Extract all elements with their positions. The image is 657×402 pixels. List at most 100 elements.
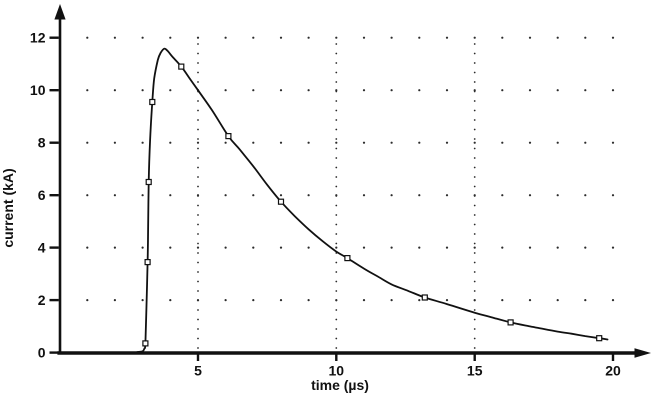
grid-dot	[390, 36, 393, 39]
grid-dot	[501, 194, 504, 197]
grid-dot	[224, 194, 227, 197]
gridline-dot	[473, 223, 476, 226]
grid-dot	[279, 194, 283, 197]
gridline-dot	[197, 52, 199, 55]
gridline-dot	[335, 290, 338, 292]
gridline-dot	[197, 100, 199, 102]
grid-dot	[279, 246, 283, 249]
grid-dot	[362, 141, 366, 144]
grid-dot	[445, 36, 449, 39]
grid-dot	[169, 246, 172, 249]
gridline-dot	[473, 328, 476, 330]
grid-dot	[141, 299, 144, 302]
gridline-dot	[473, 195, 476, 197]
gridline-dot	[335, 223, 338, 226]
gridline-dot	[473, 90, 476, 93]
grid-dot	[113, 246, 116, 249]
grid-dot	[584, 194, 587, 197]
grid-dot	[362, 89, 366, 92]
grid-dot	[141, 246, 144, 249]
x-tick-label: 15	[467, 363, 483, 379]
gridline-dot	[473, 147, 476, 150]
grid-dot	[169, 89, 172, 92]
grid-dot	[473, 89, 476, 92]
gridline-dot	[473, 261, 476, 264]
grid-dot	[335, 89, 338, 92]
grid-dot	[224, 299, 227, 302]
gridline-dot	[335, 157, 338, 159]
grid-dot	[252, 141, 255, 144]
gridline-dot	[197, 157, 199, 159]
gridline-dot	[473, 280, 476, 283]
gridline-dot	[473, 233, 476, 235]
gridline-dot	[197, 81, 199, 83]
gridline-dot	[197, 109, 199, 112]
gridline-dot	[335, 166, 338, 169]
gridline-dot	[473, 81, 476, 83]
gridline-dot	[335, 71, 338, 74]
grid-dot	[252, 246, 255, 249]
grid-dot	[141, 194, 144, 197]
grid-dot	[501, 36, 504, 39]
grid-dot	[584, 299, 587, 302]
grid-dot	[528, 246, 532, 249]
gridline-dot	[473, 71, 476, 74]
gridline-dot	[473, 43, 476, 45]
y-tick-label: 12	[30, 30, 46, 46]
gridline-dot	[197, 43, 199, 45]
grid-dot	[528, 194, 532, 197]
grid-dot	[362, 299, 366, 302]
grid-dot	[252, 299, 255, 302]
gridline-dot	[473, 62, 476, 64]
gridline-dot	[197, 242, 199, 245]
gridline-dot	[335, 109, 338, 112]
gridline-dot	[473, 119, 476, 121]
grid-dot	[169, 36, 172, 39]
grid-dot	[307, 299, 310, 302]
grid-dot	[252, 36, 255, 39]
grid-dot	[86, 36, 89, 39]
gridline-dot	[473, 347, 476, 349]
grid-dot	[279, 299, 283, 302]
grid-dot	[445, 246, 449, 249]
gridline-dot	[335, 271, 338, 273]
grid-dot	[501, 246, 504, 249]
grid-dot	[584, 246, 587, 249]
grid-dot	[390, 299, 393, 302]
gridline-dot	[197, 233, 199, 235]
gridline-dot	[473, 128, 476, 131]
gridline-dot	[197, 309, 199, 311]
grid-dot	[335, 141, 338, 144]
grid-dot	[445, 299, 449, 302]
grid-dot	[86, 246, 89, 249]
gridline-dot	[197, 347, 199, 349]
gridline-dot	[197, 176, 199, 178]
grid-dot	[584, 36, 587, 39]
data-point-marker	[507, 319, 514, 326]
grid-dot	[113, 141, 116, 144]
grid-dot	[252, 89, 255, 92]
x-tick-label: 20	[605, 363, 621, 379]
grid-dot	[113, 36, 116, 39]
gridline-dot	[197, 119, 199, 121]
gridline-dot	[335, 52, 338, 55]
gridline-dot	[335, 147, 338, 150]
gridline-dot	[335, 138, 338, 140]
axis-ticks	[49, 36, 615, 361]
gridline-dot	[335, 318, 338, 321]
gridline-dot	[335, 185, 338, 188]
grid-dot	[196, 36, 200, 39]
grid-dot	[279, 89, 283, 92]
gridline-dot	[335, 119, 338, 121]
grid-dot	[86, 194, 89, 197]
tick-labels: 0 2 4 6 8 10 12 5 10 15 20	[30, 30, 621, 379]
grid-dot	[418, 299, 421, 302]
grid-dot	[418, 36, 421, 39]
gridline-dot	[197, 280, 199, 283]
grid-dot	[473, 246, 476, 249]
data-point-marker	[596, 335, 603, 342]
gridline-dot	[197, 299, 199, 302]
gridline-dot	[335, 90, 338, 93]
gridline-dot	[473, 337, 476, 340]
gridline-dot	[335, 214, 338, 216]
